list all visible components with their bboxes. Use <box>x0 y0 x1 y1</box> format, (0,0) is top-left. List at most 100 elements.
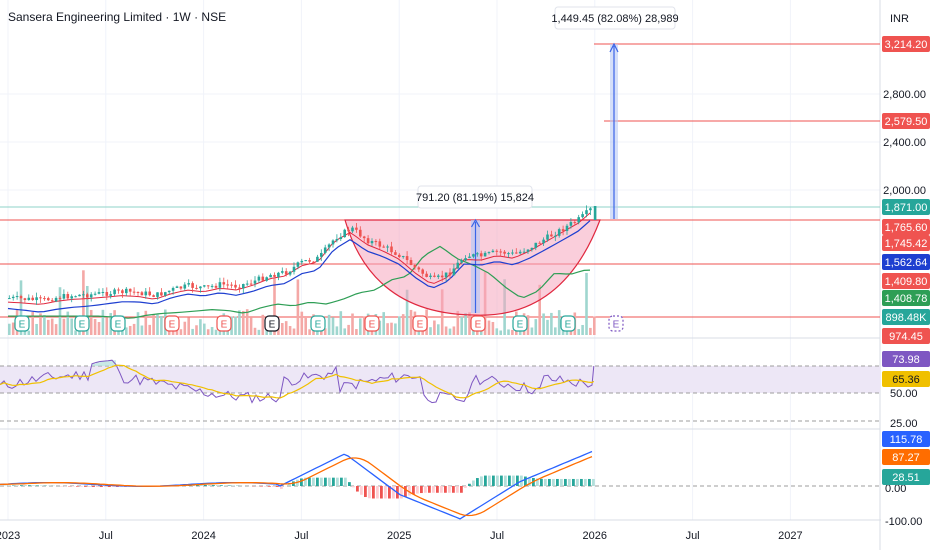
measure-label-2[interactable]: 1,449.45 (82.08%) 28,989 <box>551 6 679 30</box>
candle-body <box>421 269 424 274</box>
histogram-bar <box>568 478 571 486</box>
candle-body <box>284 271 288 275</box>
earnings-marker[interactable]: E <box>14 315 30 332</box>
volume-bar <box>261 314 265 335</box>
volume-bar <box>327 314 331 335</box>
candle-body <box>390 246 393 253</box>
candle-body <box>128 288 132 292</box>
candle-body <box>62 294 66 299</box>
histogram-bar <box>24 485 27 486</box>
volume-bar <box>437 324 440 335</box>
earnings-marker[interactable]: E <box>470 315 486 332</box>
candle-body <box>546 234 549 240</box>
candle-body <box>226 284 229 286</box>
earnings-marker[interactable]: E <box>110 315 126 332</box>
candle-body <box>565 225 569 231</box>
volume-bar <box>444 326 448 335</box>
candle-body <box>218 282 222 288</box>
volume-bar <box>70 318 73 335</box>
price-labels: 3,214.20 2,579.50 1,871.00 1,765.60 1,745.42… <box>882 36 930 344</box>
earnings-marker[interactable]: E <box>364 315 380 332</box>
candle-body <box>585 210 588 215</box>
earnings-marker[interactable]: E <box>264 315 280 332</box>
histogram-bar <box>200 484 203 486</box>
volume-bar <box>152 314 155 335</box>
volume-bar <box>89 309 93 335</box>
time-tick: 2023 <box>0 530 20 542</box>
candle-body <box>11 296 15 299</box>
histogram-bar <box>388 486 391 499</box>
volume-bar <box>390 322 393 335</box>
measure-label-1[interactable]: 791.20 (81.19%) 15,824 <box>416 185 534 209</box>
candle-body <box>569 222 573 226</box>
candles <box>8 205 597 305</box>
candle-body <box>429 275 432 277</box>
volume-bar <box>585 272 588 335</box>
histogram-bar <box>204 485 207 486</box>
earnings-marker[interactable]: E <box>164 315 180 332</box>
histogram-bar <box>408 486 411 496</box>
svg-text:1,745.42: 1,745.42 <box>885 238 928 250</box>
histogram-bar <box>436 486 439 493</box>
earnings-marker[interactable]: E <box>74 315 90 332</box>
price-label: 2,579.50 <box>882 113 930 129</box>
histogram-bar <box>92 486 95 487</box>
histogram-bar <box>332 477 335 486</box>
volume-bar <box>530 327 534 335</box>
candle-body <box>483 252 487 257</box>
histogram-bar <box>352 486 355 488</box>
volume-bar <box>125 327 128 335</box>
candle-body <box>191 283 194 288</box>
price-axis[interactable]: 2,000.00 2,400.00 2,800.00 <box>883 89 926 197</box>
earnings-marker[interactable]: E <box>560 315 576 332</box>
volume-bar <box>269 328 272 335</box>
histogram-bar <box>564 478 567 486</box>
currency-label: INR <box>890 13 909 25</box>
volume-bar <box>160 316 163 335</box>
histogram-bar <box>228 485 231 486</box>
candle-body <box>273 274 276 277</box>
volume-bar <box>355 329 358 335</box>
candle-body <box>355 227 358 230</box>
histogram-bar <box>468 483 471 486</box>
candle-body <box>39 297 42 299</box>
volume-bar <box>581 324 584 335</box>
candle-body <box>66 294 70 299</box>
time-axis[interactable]: 2023 Jul 2024 Jul 2025 Jul 2026 Jul 2027 <box>0 530 803 542</box>
candle-body <box>386 246 389 248</box>
candle-body <box>550 234 553 237</box>
earnings-marker[interactable]: E <box>310 315 326 332</box>
volume-bar <box>557 310 561 335</box>
earnings-marker[interactable]: E <box>216 315 232 332</box>
candle-body <box>203 285 206 287</box>
candle-body <box>156 292 159 297</box>
volume-bar <box>577 329 580 335</box>
earnings-marker[interactable]: E <box>512 315 528 332</box>
earnings-marker[interactable]: E <box>608 315 624 332</box>
volume-bar <box>234 316 237 335</box>
histogram-bar <box>404 486 407 497</box>
candle-body <box>581 214 584 218</box>
candle-body <box>444 272 448 278</box>
macd-value: 28.51 <box>882 469 930 485</box>
histogram-bar <box>336 477 339 486</box>
candle-body <box>312 261 315 263</box>
histogram-bar <box>272 486 275 487</box>
histogram-bar <box>464 486 467 488</box>
histogram-bar <box>440 486 443 493</box>
svg-text:974.45: 974.45 <box>889 331 923 343</box>
volume-bar <box>47 319 50 335</box>
volume-bar <box>300 311 304 335</box>
histogram-bar <box>444 486 447 493</box>
volume-bar <box>351 313 354 335</box>
histogram-bar <box>112 486 115 487</box>
histogram-bar <box>40 485 43 486</box>
candle-body <box>183 284 187 289</box>
histogram-bar <box>208 485 211 486</box>
candle-body <box>413 264 417 268</box>
volume-bar <box>323 328 327 335</box>
histogram-bar <box>432 486 435 493</box>
earnings-marker[interactable]: E <box>412 315 428 332</box>
measure-text-1: 791.20 (81.19%) 15,824 <box>416 192 534 204</box>
